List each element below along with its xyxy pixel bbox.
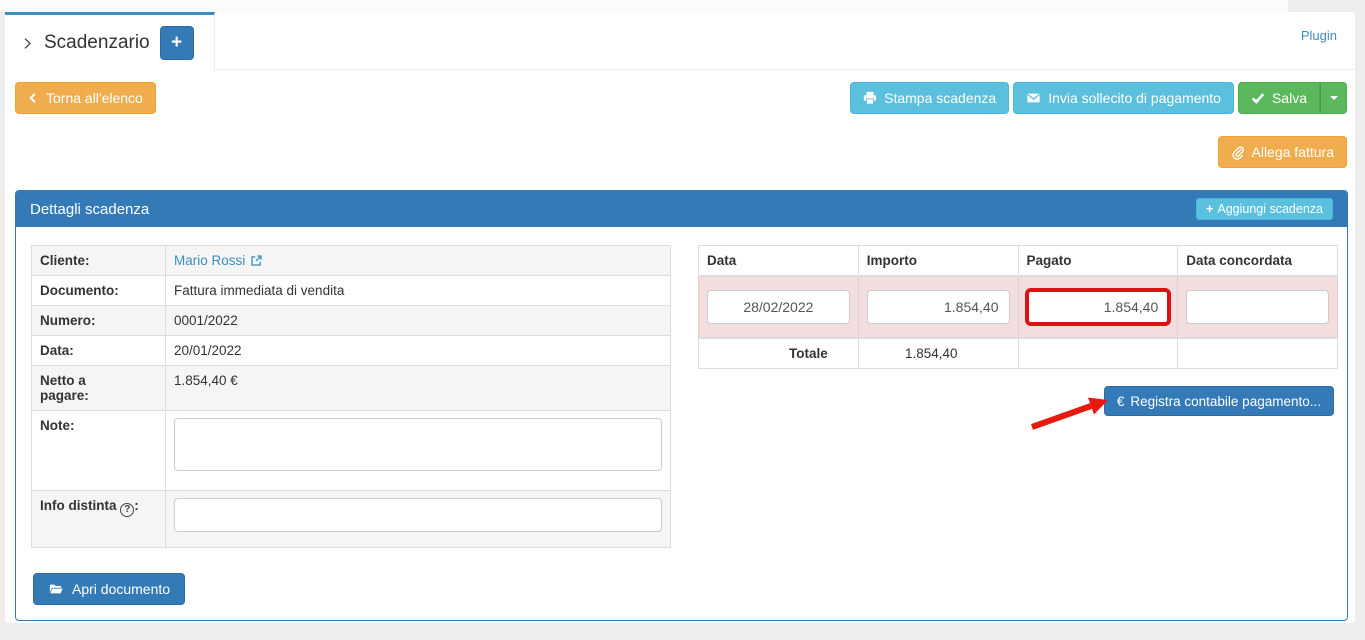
tab-bar [5, 12, 1355, 70]
column-header-importo: Importo [857, 245, 1019, 277]
send-payment-reminder-button[interactable]: Invia sollecito di pagamento [1013, 82, 1234, 114]
data-concordata-input[interactable] [1186, 290, 1329, 324]
table-total-row: Totale 1.854,40 [698, 337, 1338, 369]
column-header-data-concordata: Data concordata [1177, 245, 1338, 277]
save-button[interactable]: Salva [1237, 82, 1320, 114]
envelope-icon [1026, 91, 1041, 105]
tab-scadenzario[interactable]: Scadenzario + [5, 12, 215, 71]
new-record-button[interactable]: + [159, 26, 194, 60]
plugin-link[interactable]: Plugin [1300, 28, 1337, 43]
save-dropdown-toggle[interactable] [1320, 82, 1347, 114]
folder-open-icon [48, 582, 64, 596]
printer-icon [863, 91, 877, 105]
attach-invoice-button[interactable]: Allega fattura [1217, 136, 1347, 168]
table-row: Note: [31, 410, 671, 491]
payment-schedule-table: Data Importo Pagato Data concordata Tota… [698, 245, 1338, 369]
column-header-data: Data [698, 245, 859, 277]
field-label: Info distinta [40, 498, 117, 513]
document-details-table: Cliente: Mario Rossi Documento: [31, 245, 671, 548]
field-value: 1.854,40 € [165, 365, 671, 411]
field-label: Data: [31, 335, 166, 366]
field-value: Fattura immediata di vendita [165, 275, 671, 306]
tab-title: Scadenzario [44, 32, 150, 53]
open-document-button[interactable]: Apri documento [33, 573, 186, 605]
table-row [698, 275, 1338, 339]
table-row: Info distinta ?: [31, 490, 671, 548]
content-window: Scadenzario + Plugin Torna all'elenco St… [5, 12, 1355, 623]
total-value: 1.854,40 [857, 337, 1019, 369]
print-deadline-button[interactable]: Stampa scadenza [850, 82, 1010, 114]
due-date-input[interactable] [707, 290, 850, 324]
notes-textarea[interactable] [174, 418, 662, 471]
paperclip-icon [1231, 145, 1245, 160]
table-header-row: Data Importo Pagato Data concordata [698, 245, 1338, 277]
register-payment-button[interactable]: € Registra contabile pagamento... [1103, 386, 1334, 416]
panel-title: Dettagli scadenza [30, 200, 150, 218]
importo-input[interactable] [866, 290, 1010, 324]
caret-down-icon [1329, 96, 1338, 100]
client-link[interactable]: Mario Rossi [174, 253, 263, 268]
panel-header: Dettagli scadenza + Aggiungi scadenza [16, 191, 1347, 227]
question-circle-icon: ? [120, 502, 135, 517]
add-deadline-button[interactable]: + Aggiungi scadenza [1196, 198, 1333, 220]
plus-icon: + [1206, 202, 1214, 216]
field-value: 20/01/2022 [165, 335, 671, 366]
field-label: Note: [31, 410, 166, 491]
table-row: Numero: 0001/2022 [31, 305, 671, 336]
euro-icon: € [1116, 393, 1125, 409]
table-row: Data: 20/01/2022 [31, 335, 671, 366]
total-label: Totale [698, 337, 859, 369]
deadline-details-panel: Dettagli scadenza + Aggiungi scadenza Cl… [15, 190, 1348, 621]
chevron-right-icon [21, 36, 34, 51]
info-distinta-input[interactable] [174, 498, 662, 532]
field-label: Numero: [31, 305, 166, 336]
field-label: Netto a pagare: [40, 373, 89, 403]
top-strip [0, 0, 1288, 12]
column-header-pagato: Pagato [1017, 245, 1179, 277]
plus-icon: + [171, 32, 183, 53]
table-row: Netto a pagare: 1.854,40 € [31, 365, 671, 411]
table-row: Documento: Fattura immediata di vendita [31, 275, 671, 306]
field-value: 0001/2022 [165, 305, 671, 336]
check-icon [1251, 91, 1265, 105]
back-to-list-button[interactable]: Torna all'elenco [15, 82, 156, 114]
table-row: Cliente: Mario Rossi [31, 245, 671, 276]
field-label: Cliente: [31, 245, 166, 276]
field-label: Documento: [31, 275, 166, 306]
chevron-left-icon [28, 91, 39, 105]
external-link-icon [250, 254, 263, 267]
pagato-input[interactable] [1024, 288, 1172, 326]
